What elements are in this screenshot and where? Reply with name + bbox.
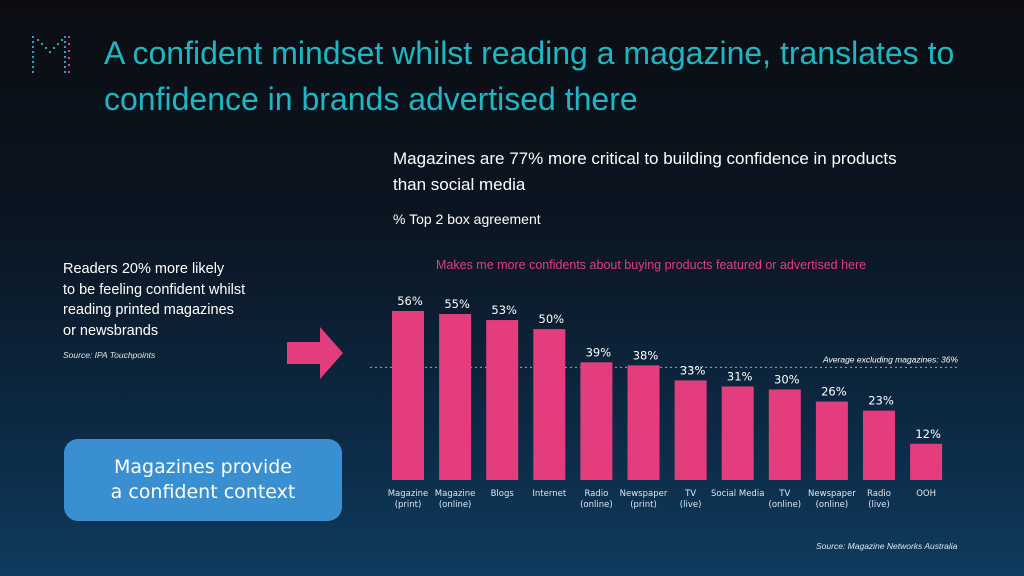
bar xyxy=(392,311,424,480)
category-label: (online) xyxy=(439,500,472,510)
bar xyxy=(627,365,660,480)
data-label: 55% xyxy=(444,297,470,311)
data-label: 50% xyxy=(539,312,565,326)
category-label: (online) xyxy=(769,500,802,510)
bar xyxy=(721,386,754,480)
category-label: Magazine xyxy=(388,489,429,499)
category-label: (live) xyxy=(868,500,890,510)
category-label: TV xyxy=(778,489,790,499)
bar xyxy=(674,380,707,480)
bar xyxy=(863,410,895,480)
category-label: (online) xyxy=(580,500,613,510)
data-label: 30% xyxy=(774,372,800,386)
insight-line: or newsbrands xyxy=(63,322,159,339)
bar xyxy=(910,443,943,480)
readers-insight-text: Readers 20% more likely to be feeling co… xyxy=(63,259,293,341)
category-label: Radio xyxy=(867,489,891,499)
data-label: 23% xyxy=(868,394,894,408)
bar xyxy=(815,401,848,480)
category-label: OOH xyxy=(916,489,936,499)
category-label: Radio xyxy=(584,489,608,499)
metric-label: % Top 2 box agreement xyxy=(393,211,541,227)
insight-line: to be feeling confident whilst xyxy=(63,281,246,298)
data-label: 38% xyxy=(633,348,659,362)
data-label: 33% xyxy=(680,363,706,377)
bar xyxy=(533,329,566,480)
category-label: Magazine xyxy=(435,489,476,499)
category-label: Newspaper xyxy=(620,489,668,499)
source-magazine-networks: Source: Magazine Networks Australia xyxy=(816,541,958,551)
data-label: 56% xyxy=(397,294,423,308)
right-arrow-icon xyxy=(287,327,343,379)
category-label: (live) xyxy=(680,500,702,510)
data-label: 53% xyxy=(491,303,517,317)
chart-subtitle: Magazines are 77% more critical to build… xyxy=(393,149,897,194)
category-label: (print) xyxy=(630,500,657,510)
data-label: 39% xyxy=(586,345,612,359)
source-ipa: Source: IPA Touchpoints xyxy=(63,350,156,360)
category-label: TV xyxy=(684,489,696,499)
data-label: 26% xyxy=(821,385,847,399)
bar xyxy=(580,362,613,480)
category-label: Blogs xyxy=(491,489,515,499)
m-dotted-logo-icon xyxy=(32,36,70,73)
page-title: A confident mindset whilst reading a mag… xyxy=(104,35,955,117)
category-label: (print) xyxy=(395,500,422,510)
insight-line: reading printed magazines xyxy=(63,302,234,318)
insight-line: Readers 20% more likely xyxy=(63,261,225,277)
callout-label: Magazines provide a confident context xyxy=(110,456,296,503)
category-label: Internet xyxy=(532,489,566,499)
chart-title: Makes me more confidents about buying pr… xyxy=(436,258,867,272)
reference-line-label: Average excluding magazines: 36% xyxy=(822,354,958,364)
category-label: (online) xyxy=(816,500,849,510)
bar xyxy=(768,389,801,480)
data-label: 31% xyxy=(727,369,753,383)
callout-box: Magazines provide a confident context xyxy=(64,439,342,521)
data-label: 12% xyxy=(915,427,941,441)
category-label: Social Media xyxy=(711,489,764,499)
category-label: Newspaper xyxy=(808,489,856,499)
bar xyxy=(486,320,519,480)
bar xyxy=(439,314,472,480)
